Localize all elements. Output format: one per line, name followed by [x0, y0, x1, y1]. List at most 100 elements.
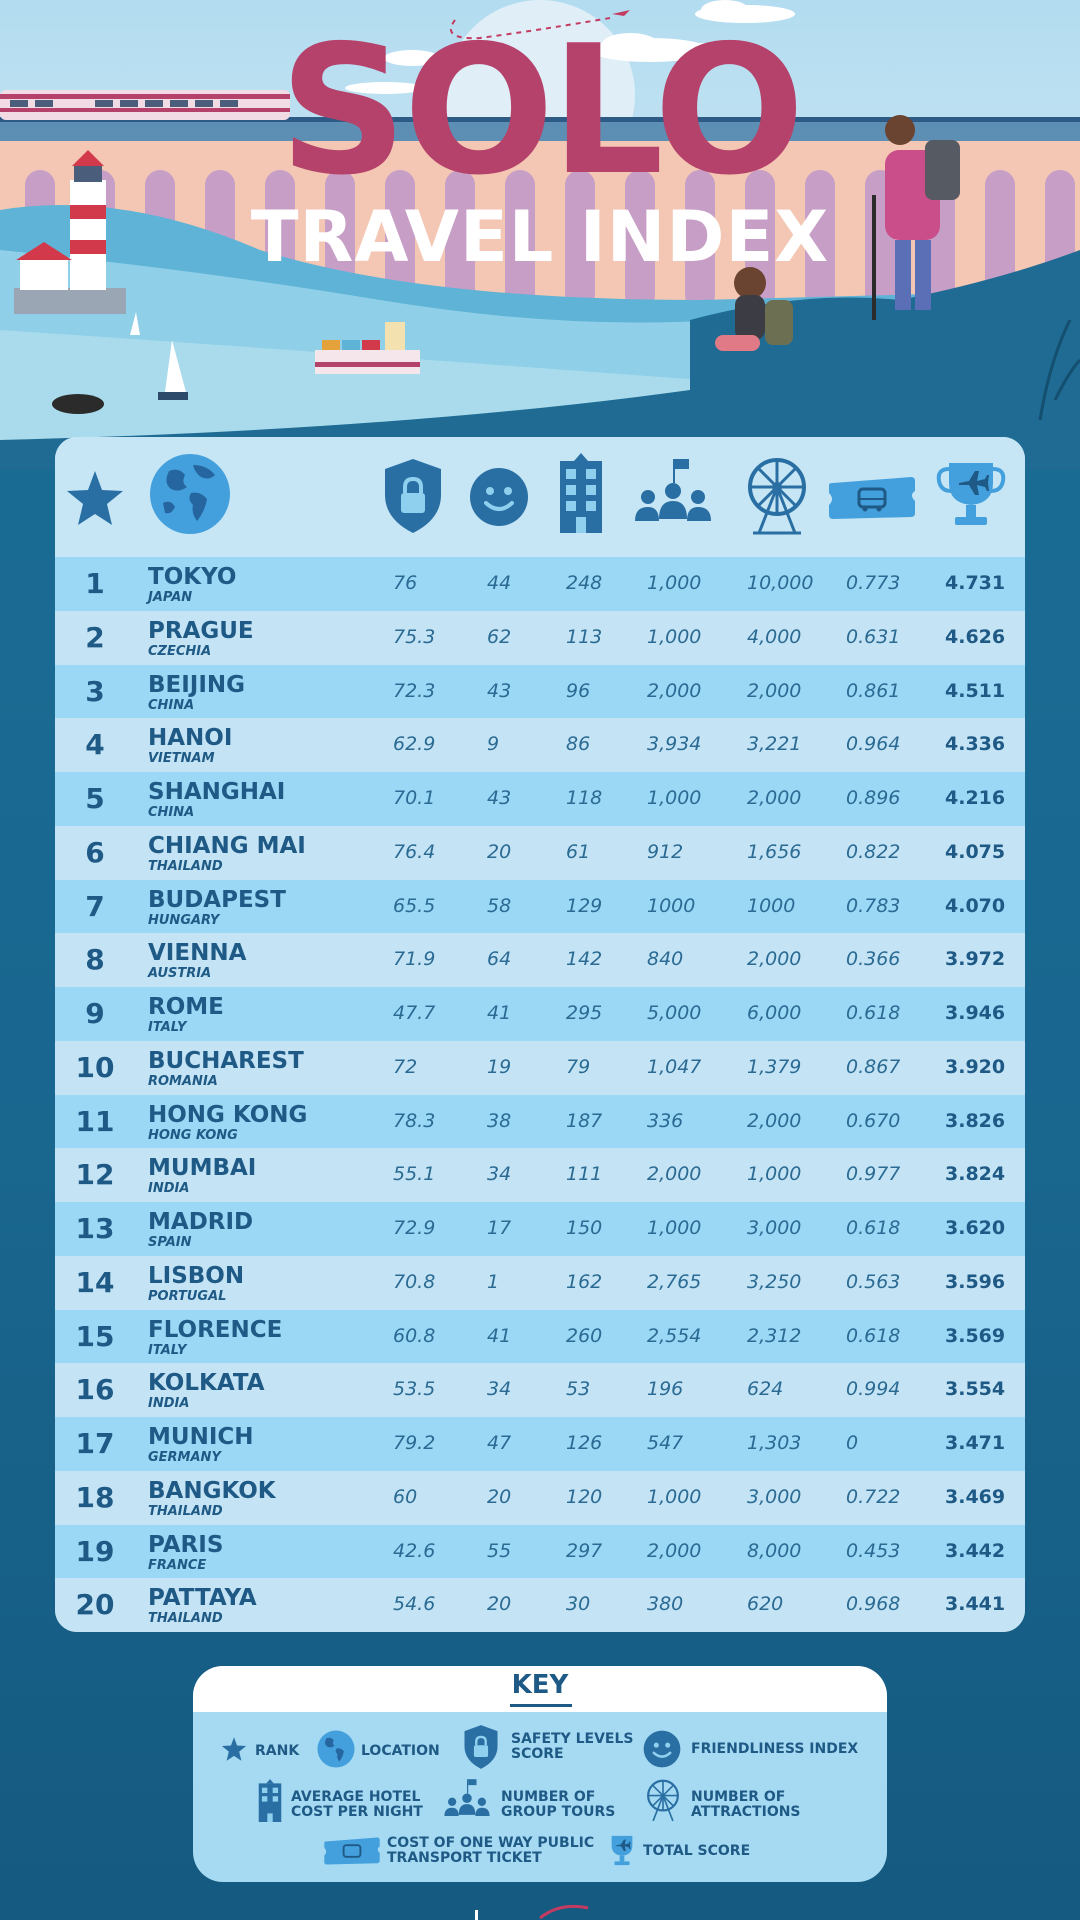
globe-icon — [317, 1730, 355, 1768]
table-row: 20 PATTAYA THAILAND 54.6 20 30 380 620 0.968 3.44… — [55, 1578, 1025, 1632]
cell-friendliness: 62 — [487, 625, 512, 648]
cell-attractions: 3,221 — [747, 733, 802, 756]
cell-group-tours: 380 — [647, 1593, 684, 1616]
cell-rank: 17 — [75, 1427, 115, 1460]
table-row: 17 MUNICH GERMANY 79.2 47 126 547 1,303 0 3.471 — [55, 1417, 1025, 1471]
cell-hotel-cost: 86 — [566, 733, 591, 756]
cell-attractions: 3,250 — [747, 1270, 802, 1293]
cell-country: SPAIN — [148, 1235, 192, 1250]
cell-city: MADRID — [148, 1209, 254, 1235]
cell-hotel-cost: 79 — [566, 1055, 591, 1078]
cell-safety: 72.9 — [393, 1217, 436, 1239]
key-item-rank: RANK — [221, 1736, 311, 1766]
cell-attractions: 620 — [747, 1593, 784, 1616]
lighthouse-shape — [14, 150, 126, 314]
ship-shape — [315, 322, 420, 374]
cell-total-score: 3.469 — [945, 1485, 1006, 1508]
cell-group-tours: 1,000 — [647, 625, 702, 648]
cell-country: THAILAND — [148, 858, 223, 874]
cell-group-tours: 3,934 — [647, 733, 702, 756]
key-title: KEY — [511, 1670, 569, 1700]
key-label-total: TOTAL SCORE — [643, 1843, 751, 1859]
cell-total-score: 4.731 — [945, 572, 1006, 594]
key-item-hotel: AVERAGE HOTEL COST PER NIGHT — [257, 1778, 437, 1824]
cell-group-tours: 1,000 — [647, 787, 702, 809]
cell-friendliness: 43 — [487, 679, 512, 702]
cell-friendliness: 34 — [487, 1163, 512, 1186]
key-legend: KEY RANK LOCATION SAFETY LEVELS SCORE FR… — [193, 1666, 887, 1882]
cell-group-tours: 1,000 — [647, 572, 702, 594]
cell-hotel-cost: 113 — [566, 625, 603, 648]
hotel-building-icon — [560, 453, 602, 533]
cell-hotel-cost: 150 — [566, 1217, 603, 1239]
cell-country: HONG KONG — [148, 1127, 238, 1143]
cell-ticket-cost: 0.783 — [846, 894, 901, 917]
group-tour-icon — [635, 459, 711, 521]
globe-icon — [150, 454, 230, 534]
cell-city: ROME — [148, 994, 224, 1020]
cell-hotel-cost: 53 — [566, 1378, 591, 1401]
cell-friendliness: 9 — [487, 733, 500, 756]
cell-total-score: 3.972 — [945, 948, 1006, 971]
cell-city: SHANGHAI — [148, 779, 286, 805]
trophy-plane-icon — [611, 1835, 633, 1866]
cell-country: FRANCE — [148, 1557, 207, 1573]
cell-total-score: 3.441 — [945, 1593, 1006, 1616]
table-row: 5 SHANGHAI CHINA 70.1 43 118 1,000 2,000 0.896 4.… — [55, 772, 1025, 826]
cell-group-tours: 2,554 — [647, 1324, 702, 1347]
cell-city: BUDAPEST — [148, 886, 286, 913]
key-item-total: TOTAL SCORE — [605, 1834, 755, 1870]
cell-safety: 76 — [393, 572, 418, 594]
cell-ticket-cost: 0.861 — [846, 679, 901, 702]
cell-safety: 62.9 — [393, 733, 436, 756]
cell-rank: 2 — [85, 620, 105, 654]
trophy-plane-icon — [936, 463, 1006, 525]
cell-city: PRAGUE — [148, 617, 254, 644]
cell-group-tours: 336 — [647, 1109, 684, 1132]
table-row: 3 BEIJING CHINA 72.3 43 96 2,000 2,000 0.861 4.51… — [55, 664, 1025, 719]
shield-lock-icon — [464, 1725, 498, 1769]
title-travel-index: TRAVEL INDEX — [250, 196, 830, 278]
cell-group-tours: 1000 — [647, 894, 696, 917]
key-item-safety: SAFETY LEVELS SCORE — [463, 1724, 643, 1774]
key-item-location: LOCATION — [317, 1730, 457, 1770]
cell-country: VIETNAM — [148, 751, 215, 767]
cell-rank: 16 — [75, 1373, 115, 1407]
cell-ticket-cost: 0.618 — [846, 1002, 901, 1024]
smiley-icon — [643, 1730, 681, 1768]
cell-friendliness: 41 — [487, 1002, 512, 1024]
cell-ticket-cost: 0.964 — [846, 733, 901, 756]
cell-rank: 3 — [85, 674, 105, 708]
cell-hotel-cost: 30 — [566, 1593, 591, 1616]
hero-illustration: SOLO TRAVEL INDEX — [0, 0, 1080, 470]
cell-city: PATTAYA — [148, 1585, 257, 1612]
star-icon — [67, 471, 123, 525]
cell-ticket-cost: 0.773 — [846, 572, 901, 594]
table-row: 19 PARIS FRANCE 42.6 55 297 2,000 8,000 0.453 3.4… — [55, 1524, 1025, 1579]
key-label-attractions: NUMBER OF ATTRACTIONS — [691, 1789, 801, 1820]
cell-total-score: 4.075 — [945, 840, 1006, 863]
cell-group-tours: 1,047 — [647, 1055, 702, 1078]
cell-attractions: 1,656 — [747, 840, 802, 863]
cell-country: CHINA — [148, 805, 195, 820]
key-label-rank: RANK — [255, 1743, 300, 1759]
cell-safety: 42.6 — [393, 1539, 436, 1562]
cell-safety: 70.1 — [393, 787, 436, 809]
cell-hotel-cost: 297 — [566, 1539, 603, 1562]
cell-rank: 9 — [85, 997, 105, 1030]
table-row: 16 KOLKATA INDIA 53.5 34 53 196 624 0.994 3.554 — [55, 1363, 1025, 1417]
cell-attractions: 2,000 — [747, 948, 802, 971]
table-header-row — [55, 437, 1025, 557]
cell-rank: 20 — [75, 1588, 115, 1622]
footer-logo-mark — [475, 1904, 589, 1920]
cell-city: BANGKOK — [148, 1477, 276, 1504]
cell-total-score: 3.946 — [945, 1002, 1006, 1024]
cell-attractions: 1,000 — [747, 1163, 802, 1186]
cell-total-score: 4.070 — [945, 894, 1006, 917]
cell-attractions: 2,312 — [747, 1324, 802, 1347]
cell-safety: 47.7 — [393, 1002, 436, 1024]
cell-total-score: 4.216 — [945, 787, 1006, 809]
cell-group-tours: 5,000 — [647, 1002, 702, 1024]
cell-ticket-cost: 0.977 — [846, 1163, 901, 1186]
cell-city: LISBON — [148, 1262, 245, 1289]
